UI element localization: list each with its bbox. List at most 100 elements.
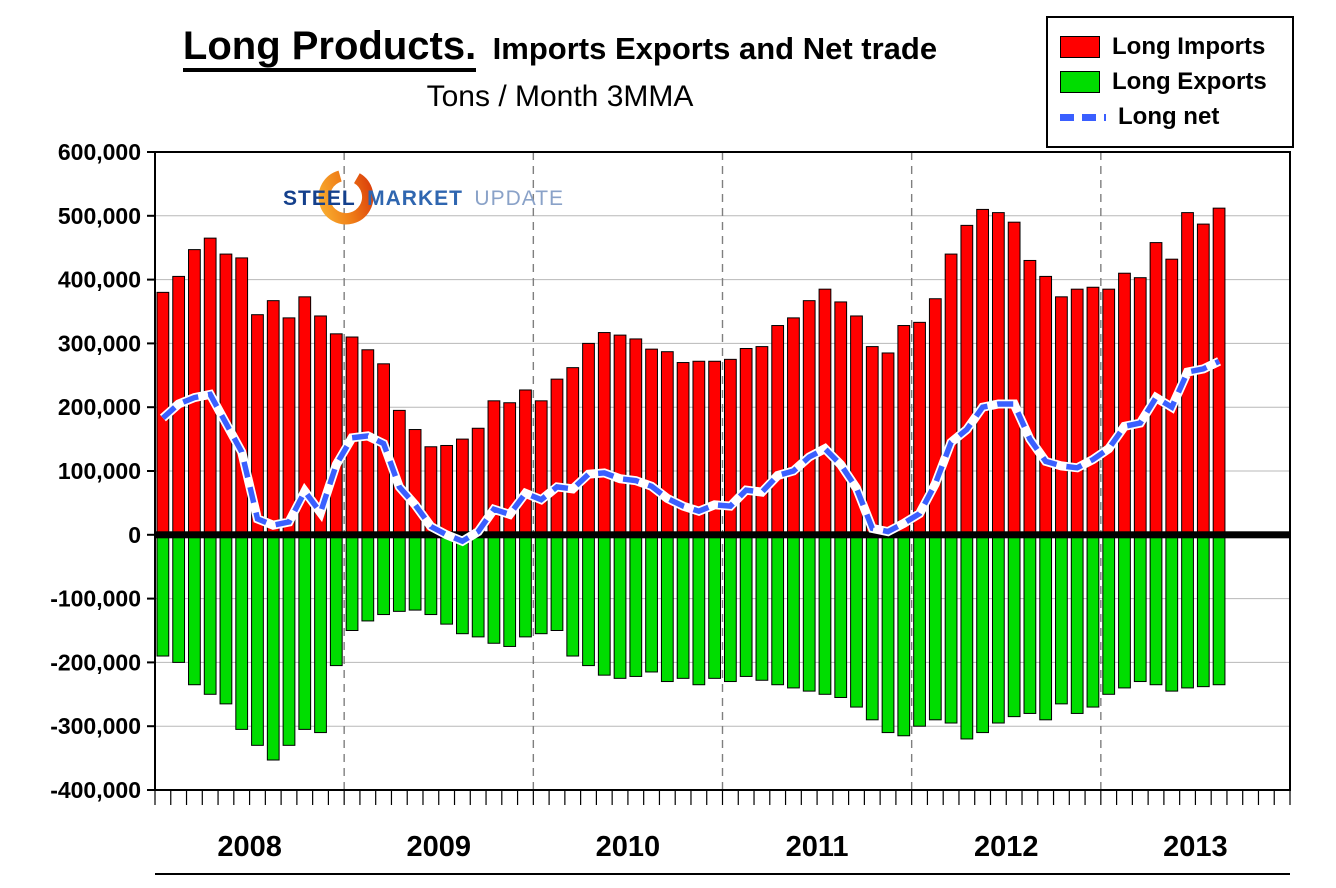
import-bar — [582, 342, 595, 536]
export-bar — [597, 534, 611, 676]
import-bar — [1149, 242, 1163, 536]
export-bar — [1165, 534, 1179, 692]
y-axis-label: -200,000 — [50, 649, 141, 675]
export-bar — [708, 534, 721, 679]
export-bar — [219, 534, 233, 705]
import-bar — [834, 301, 848, 536]
export-bar — [534, 534, 548, 635]
export-bar — [660, 534, 674, 683]
export-bar — [487, 534, 501, 644]
export-bar — [928, 534, 942, 721]
import-bar — [818, 288, 832, 536]
export-bar — [897, 534, 911, 737]
export-bar — [1070, 534, 1084, 714]
import-bar — [456, 438, 469, 536]
import-bar — [1023, 259, 1037, 536]
import-bar — [597, 332, 611, 536]
y-axis-label: 0 — [128, 522, 141, 548]
x-axis-year-label: 2009 — [406, 831, 471, 863]
export-bar — [724, 534, 737, 683]
x-axis-year-label: 2011 — [786, 831, 849, 863]
zero-axis-line — [155, 531, 1290, 539]
import-bar — [976, 208, 989, 536]
import-bar — [1118, 272, 1131, 536]
export-bar — [424, 534, 438, 616]
export-bar — [235, 534, 249, 730]
import-bar — [203, 237, 217, 536]
export-bar — [913, 534, 926, 727]
import-bar — [755, 346, 769, 536]
import-bar — [991, 212, 1005, 536]
title-main: Long Products. — [182, 24, 477, 72]
y-axis-label: -400,000 — [50, 777, 141, 803]
x-axis-year-label: 2013 — [1163, 831, 1228, 863]
import-bar — [897, 325, 911, 536]
import-bar — [1196, 223, 1210, 536]
y-axis-label: 400,000 — [58, 267, 141, 293]
export-bar — [755, 534, 769, 681]
y-axis-label: 500,000 — [58, 203, 141, 229]
export-bar — [298, 534, 312, 730]
export-bar — [818, 534, 832, 695]
import-bar — [266, 300, 280, 536]
export-bar — [440, 534, 454, 625]
legend-label-exports: Long Exports — [1112, 68, 1267, 95]
import-bar — [1212, 207, 1226, 536]
export-bar — [850, 534, 863, 708]
legend-swatch-exports — [1060, 71, 1100, 93]
export-bar — [787, 534, 800, 689]
import-bar — [613, 334, 627, 536]
export-bar — [156, 534, 170, 657]
import-bar — [1070, 288, 1084, 536]
legend: Long Imports Long Exports Long net — [1046, 16, 1294, 148]
import-bar — [645, 348, 658, 536]
import-bar — [629, 338, 643, 536]
export-bar — [865, 534, 879, 721]
import-bar — [1055, 296, 1068, 536]
chart-subtitle: Tons / Month 3MMA — [426, 80, 694, 113]
import-bar — [1133, 277, 1147, 536]
export-bar — [314, 534, 327, 734]
y-axis-label: -100,000 — [50, 586, 141, 612]
smu-logo: STEEL MARKET UPDATE — [283, 169, 563, 230]
net-line — [161, 358, 1221, 545]
import-bar — [802, 300, 816, 536]
export-bar — [834, 534, 848, 698]
export-bar — [266, 534, 280, 761]
import-bar — [960, 224, 974, 536]
y-axis-label: 200,000 — [58, 394, 141, 420]
export-bar — [1023, 534, 1037, 714]
export-bar — [1181, 534, 1194, 689]
export-bar — [172, 534, 186, 663]
import-bar — [944, 253, 958, 536]
import-bar — [787, 317, 800, 536]
export-bar — [629, 534, 643, 677]
export-bar — [1007, 534, 1021, 718]
export-bar — [566, 534, 580, 657]
y-axis-label: 600,000 — [58, 139, 141, 165]
import-bar — [235, 257, 249, 536]
export-bar — [471, 534, 485, 638]
export-bar — [1118, 534, 1131, 689]
export-bar — [645, 534, 658, 673]
y-axis-label: 100,000 — [58, 458, 141, 484]
export-bar — [188, 534, 201, 686]
export-bar — [203, 534, 217, 695]
import-bar — [534, 400, 548, 536]
export-bar — [802, 534, 816, 692]
export-bar — [392, 534, 406, 612]
export-bar — [991, 534, 1005, 724]
export-bar — [771, 534, 785, 686]
legend-swatch-imports — [1060, 36, 1100, 58]
export-bar — [976, 534, 989, 734]
legend-item-imports: Long Imports — [1060, 33, 1280, 61]
export-bar — [1149, 534, 1163, 686]
import-bar — [1102, 288, 1116, 536]
import-bar — [408, 429, 422, 536]
legend-label-imports: Long Imports — [1112, 33, 1266, 60]
export-bar — [550, 534, 564, 631]
export-bar — [251, 534, 264, 746]
import-bar — [550, 378, 564, 536]
export-bar — [739, 534, 753, 677]
